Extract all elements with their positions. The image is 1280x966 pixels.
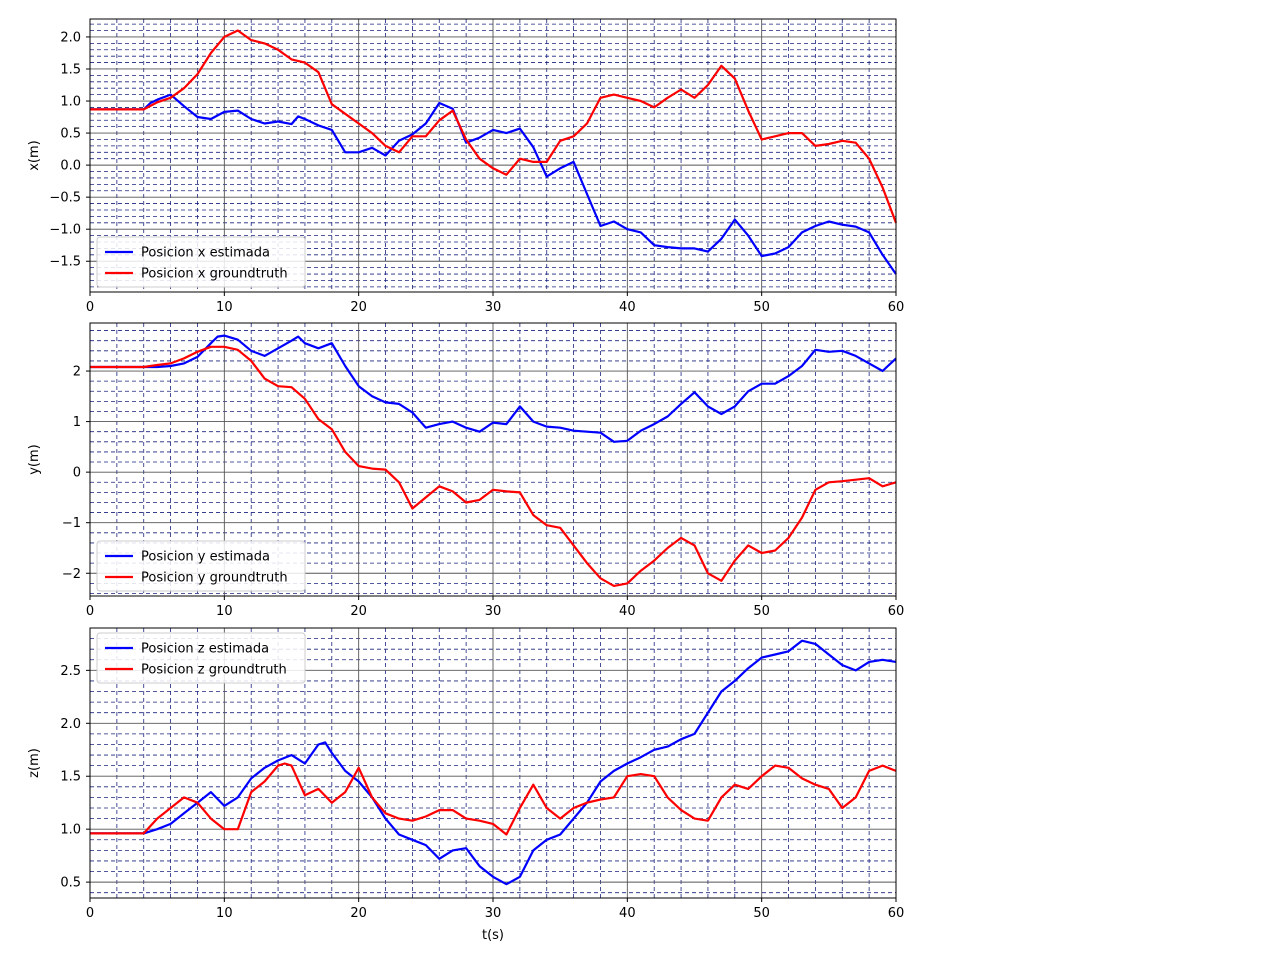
subplot-3: 0 10 20 30 40 50 60 0.5 1.0 1.5 2.0 2.5 z(m) t(s) Posi…	[27, 627, 905, 943]
legend: Posicion x estimada Posicion x groundtrut…	[96, 236, 306, 288]
y-tick-label: 1.0	[60, 95, 81, 110]
x-tick-label: 10	[216, 300, 233, 315]
legend: Posicion y estimada Posicion y groundtrut…	[96, 540, 306, 592]
x-tick-label: 40	[619, 604, 636, 619]
x-tick-label: 40	[619, 300, 636, 315]
series-line-estimada	[90, 93, 897, 275]
legend: Posicion z estimada Posicion z groundtrut…	[96, 632, 306, 684]
y-tick-label: 0.0	[60, 159, 81, 174]
subplot-2: 0 10 20 30 40 50 60 −2 −1 0 1 2 y(m) Posicion y estim…	[27, 322, 905, 619]
y-tick-label: −1.5	[49, 255, 81, 270]
x-axis-label: t(s)	[482, 928, 504, 943]
y-axis-label: z(m)	[27, 748, 42, 778]
y-tick-label: −1	[62, 516, 81, 531]
x-tick-label: 30	[485, 300, 502, 315]
legend-entry-label: Posicion y estimada	[141, 550, 270, 565]
legend-entry-label: Posicion z groundtruth	[141, 663, 287, 678]
x-tick-label: 50	[753, 300, 770, 315]
x-tick-label: 20	[350, 604, 367, 619]
y-tick-label: 0.5	[60, 127, 81, 142]
y-tick-label: 2.5	[60, 664, 81, 679]
x-tick-label: 30	[485, 604, 502, 619]
y-tick-label: 0.5	[60, 876, 81, 891]
y-tick-label: −0.5	[49, 191, 81, 206]
legend-entry-label: Posicion x groundtruth	[141, 267, 288, 282]
x-tick-label: 20	[350, 906, 367, 921]
y-tick-label: 2	[73, 365, 81, 380]
y-axis-label: y(m)	[27, 444, 42, 475]
y-tick-label: −2	[62, 567, 81, 582]
x-tick-label: 60	[888, 300, 905, 315]
series-line-estimada	[90, 639, 897, 886]
series-line-groundtruth	[90, 345, 897, 588]
y-tick-label: 1.5	[60, 62, 81, 77]
legend-entry-label: Posicion y groundtruth	[141, 571, 288, 586]
x-tick-label: 30	[485, 906, 502, 921]
x-tick-label: 60	[888, 906, 905, 921]
x-tick-label: 40	[619, 906, 636, 921]
legend-entry-label: Posicion x estimada	[141, 246, 270, 261]
y-tick-label: 1	[73, 415, 81, 430]
legend-box	[96, 632, 306, 684]
y-tick-label: 2.0	[60, 717, 81, 732]
x-tick-label: 60	[888, 604, 905, 619]
series-line-groundtruth	[90, 29, 898, 224]
x-tick-label: 10	[216, 604, 233, 619]
x-tick-label: 0	[86, 300, 94, 315]
legend-entry-label: Posicion z estimada	[141, 642, 269, 657]
y-tick-label: −1.0	[49, 223, 81, 238]
x-tick-label: 0	[86, 604, 94, 619]
y-tick-label: 1.5	[60, 770, 81, 785]
subplot-1: 0 10 20 30 40 50 60 −1.5 −1.0 −0.5 0.0 0.5 1.0 1.5 2.0…	[27, 18, 905, 315]
x-tick-label: 50	[753, 604, 770, 619]
legend-box	[96, 540, 306, 592]
series-line-groundtruth	[90, 762, 897, 836]
series-line-estimada	[90, 334, 897, 443]
legend-box	[96, 236, 306, 288]
y-axis-label: x(m)	[27, 140, 42, 171]
y-tick-label: 2.0	[60, 30, 81, 45]
x-tick-label: 20	[350, 300, 367, 315]
y-tick-label: 0	[73, 466, 81, 481]
y-tick-label: 1.0	[60, 823, 81, 838]
x-tick-label: 10	[216, 906, 233, 921]
x-tick-label: 50	[753, 906, 770, 921]
x-tick-label: 0	[86, 906, 94, 921]
